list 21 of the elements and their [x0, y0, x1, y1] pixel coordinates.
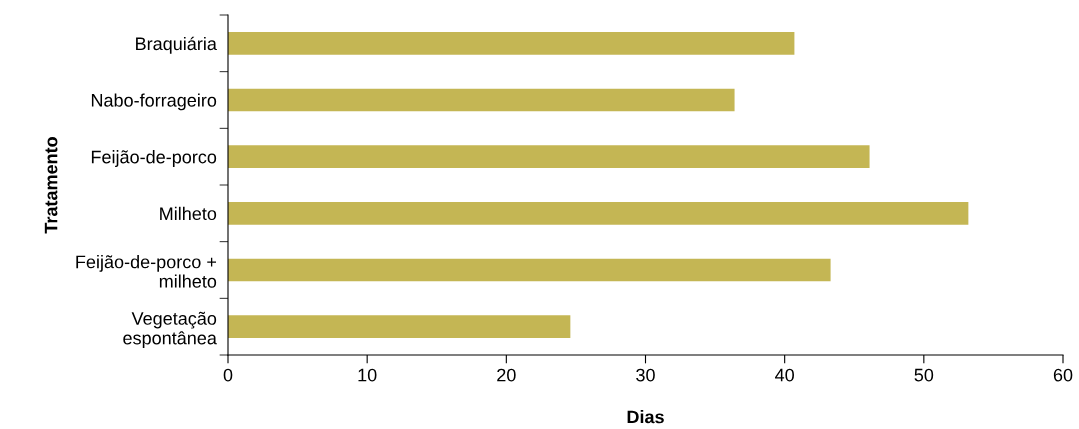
x-tick-label: 50 — [914, 368, 934, 382]
y-tick-label: Braquiária — [136, 36, 217, 54]
bar — [228, 202, 969, 225]
y-tick-label: Nabo-forrageiro — [91, 93, 217, 111]
bar — [228, 32, 795, 55]
x-tick-label: 40 — [775, 368, 794, 382]
y-tick-label: Feijão-de-porco — [91, 150, 217, 167]
bar — [228, 145, 870, 168]
y-tick-label: Feijão-de-porco + milheto — [76, 255, 217, 288]
x-tick-label: 20 — [497, 368, 516, 382]
x-tick-label: 60 — [1053, 368, 1073, 382]
x-axis-title: Dias — [627, 410, 664, 424]
x-tick-label: 30 — [636, 368, 655, 382]
bar — [228, 88, 735, 112]
bar — [228, 315, 571, 338]
y-tick-label: Milheto — [160, 206, 217, 221]
bar — [228, 258, 831, 282]
x-tick-label: 10 — [358, 368, 377, 382]
y-tick-label: Vegetação espontânea — [123, 311, 217, 349]
y-axis-title: Tratamento — [44, 137, 58, 234]
x-tick-label: 0 — [223, 368, 233, 382]
